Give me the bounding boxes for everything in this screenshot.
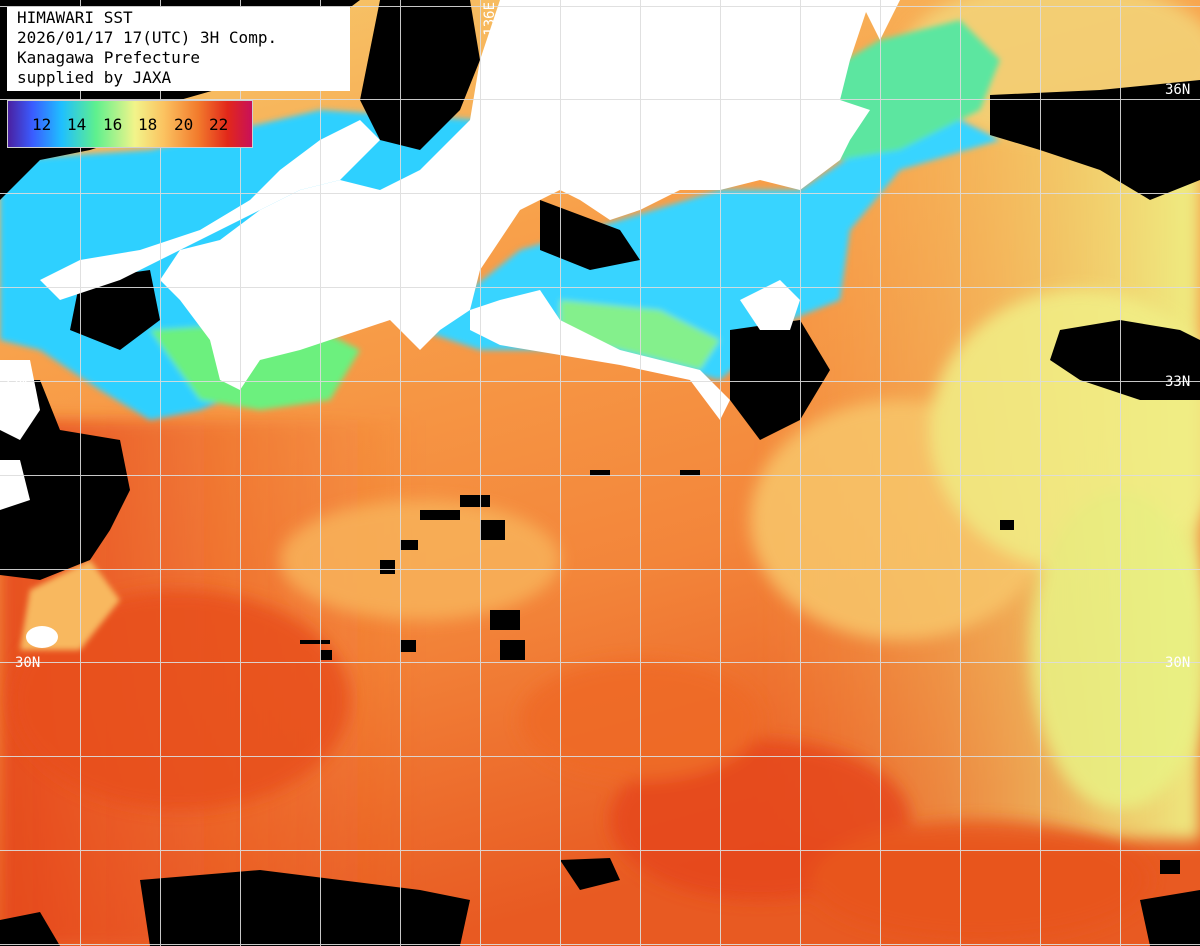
- meridians: [80, 0, 1121, 946]
- legend-tick-18: 18: [138, 115, 158, 134]
- title-line-2: 2026/01/17 17(UTC) 3H Comp.: [17, 28, 278, 47]
- landmass: [0, 0, 900, 648]
- lat-label-30n-right: 30N: [1165, 655, 1191, 671]
- legend-color-bar: [8, 101, 252, 147]
- lat-label-33n-left: 33N: [2, 374, 28, 390]
- lat-label-36n-right: 36N: [1165, 82, 1191, 98]
- legend-tick-16: 16: [103, 115, 123, 134]
- scattered-cloud-specks: [300, 470, 1180, 874]
- lon-label-136e: 136E: [482, 2, 498, 36]
- title-box: HIMAWARI SST 2026/01/17 17(UTC) 3H Comp.…: [7, 7, 350, 91]
- parallels: [0, 6, 1200, 945]
- title-line-4: supplied by JAXA: [17, 68, 172, 87]
- legend-tick-20: 20: [174, 115, 194, 134]
- legend-labels: 12 14 16 18 20 22: [8, 115, 252, 135]
- legend-tick-14: 14: [67, 115, 87, 134]
- legend-tick-22: 22: [209, 115, 229, 134]
- title-line-1: HIMAWARI SST: [17, 8, 133, 27]
- warm-eddies: [10, 0, 1200, 940]
- color-legend: 12 14 16 18 20 22: [7, 100, 253, 148]
- legend-tick-12: 12: [32, 115, 52, 134]
- lat-label-30n-left: 30N: [15, 655, 41, 671]
- lat-label-33n-right: 33N: [1165, 374, 1191, 390]
- title-line-3: Kanagawa Prefecture: [17, 48, 201, 67]
